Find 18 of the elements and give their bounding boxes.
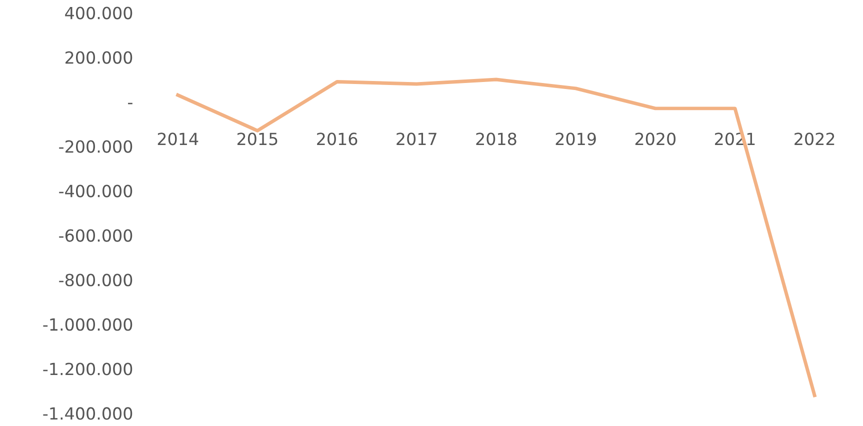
x-tick-label: 2018 — [476, 132, 516, 146]
y-tick-label: -600.000 — [59, 229, 132, 242]
y-tick-label: - — [128, 102, 132, 104]
y-tick-label: -1.000.000 — [43, 318, 132, 331]
x-tick-label: 2016 — [317, 132, 358, 146]
y-tick-label: -1.400.000 — [43, 407, 132, 420]
y-tick-label: -200.000 — [59, 140, 132, 153]
x-tick-label: 2017 — [396, 132, 436, 146]
y-tick-label: -800.000 — [59, 274, 132, 286]
x-tick-label: 2022 — [794, 132, 834, 146]
x-tick-label: 2015 — [237, 132, 278, 146]
y-tick-label: -1.200.000 — [43, 362, 132, 376]
x-tick-label: 2014 — [158, 132, 198, 146]
y-tick-label: 400.000 — [65, 6, 132, 20]
x-tick-label: 2019 — [556, 132, 596, 146]
y-tick-label: 200.000 — [66, 51, 132, 64]
x-tick-label: 2020 — [635, 132, 676, 146]
y-tick-label: -400.000 — [59, 184, 132, 198]
